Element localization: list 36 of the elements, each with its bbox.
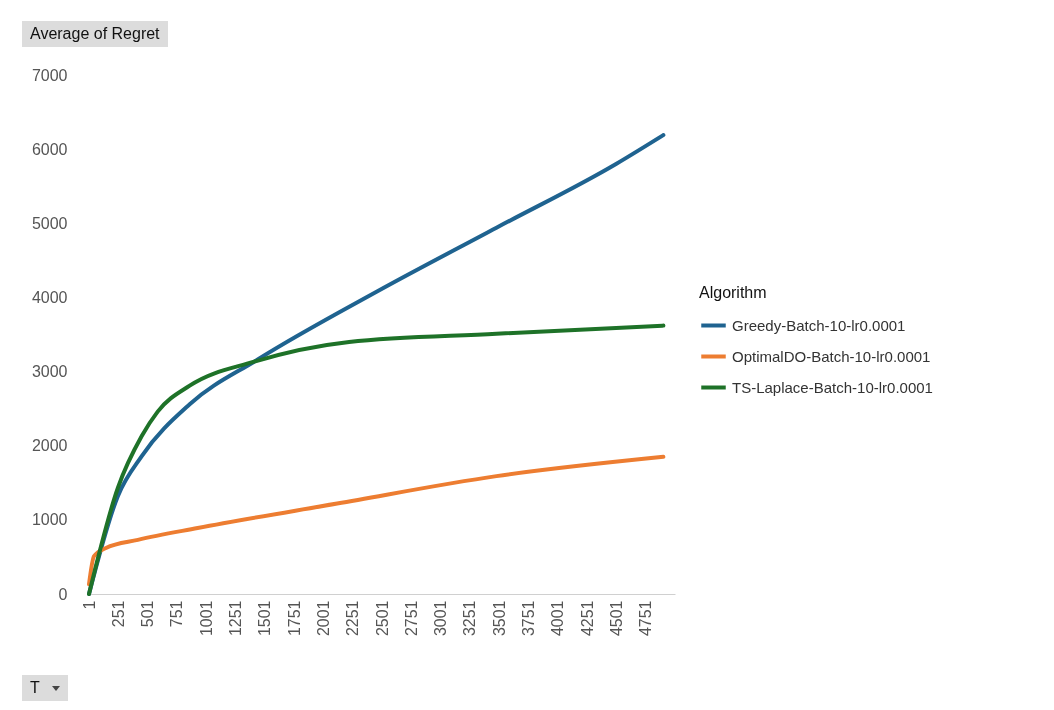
x-tick-label: 251 (109, 600, 127, 628)
x-tick-label: 4501 (608, 600, 626, 637)
y-tick-label: 5000 (31, 214, 68, 232)
y-tick-label: 0 (58, 585, 68, 603)
legend-label: OptimalDO-Batch-10-lr0.0001 (732, 347, 931, 365)
x-tick-label: 2501 (373, 600, 391, 637)
legend-label: Greedy-Batch-10-lr0.0001 (732, 316, 906, 334)
line-series (87, 323, 666, 596)
y-tick-label: 1000 (31, 511, 68, 529)
chart-title: Average of Regret (22, 21, 168, 47)
x-tick-label: 2001 (314, 600, 332, 637)
x-tick-label: 4251 (578, 600, 596, 637)
x-tick-label: 4001 (549, 600, 567, 637)
x-axis-title: T (22, 675, 68, 701)
x-tick-label: 3251 (461, 600, 479, 637)
x-tick-label: 1001 (197, 600, 215, 637)
legend-label: TS-Laplace-Batch-10-lr0.0001 (732, 378, 933, 396)
y-tick-label: 4000 (31, 288, 68, 306)
x-tick-label: 1251 (227, 600, 245, 637)
x-tick-label: 1 (80, 600, 98, 610)
y-tick-label: 6000 (31, 140, 68, 158)
x-tick-label: 2751 (402, 600, 420, 637)
x-tick-label: 3751 (520, 600, 538, 637)
x-tick-label: 501 (139, 600, 157, 628)
x-tick-label: 1751 (285, 600, 303, 637)
x-tick-label: 3001 (432, 600, 450, 637)
x-tick-label: 751 (168, 600, 186, 628)
x-tick-label: 2251 (344, 600, 362, 637)
y-tick-label: 2000 (31, 437, 68, 455)
x-tick-label: 1501 (256, 600, 274, 637)
x-tick-label: 4751 (637, 600, 655, 637)
y-tick-label: 3000 (31, 363, 68, 381)
legend-title: Algorithm (699, 284, 767, 301)
y-tick-label: 7000 (31, 66, 68, 84)
line-series (87, 454, 666, 587)
x-tick-label: 3501 (490, 600, 508, 637)
